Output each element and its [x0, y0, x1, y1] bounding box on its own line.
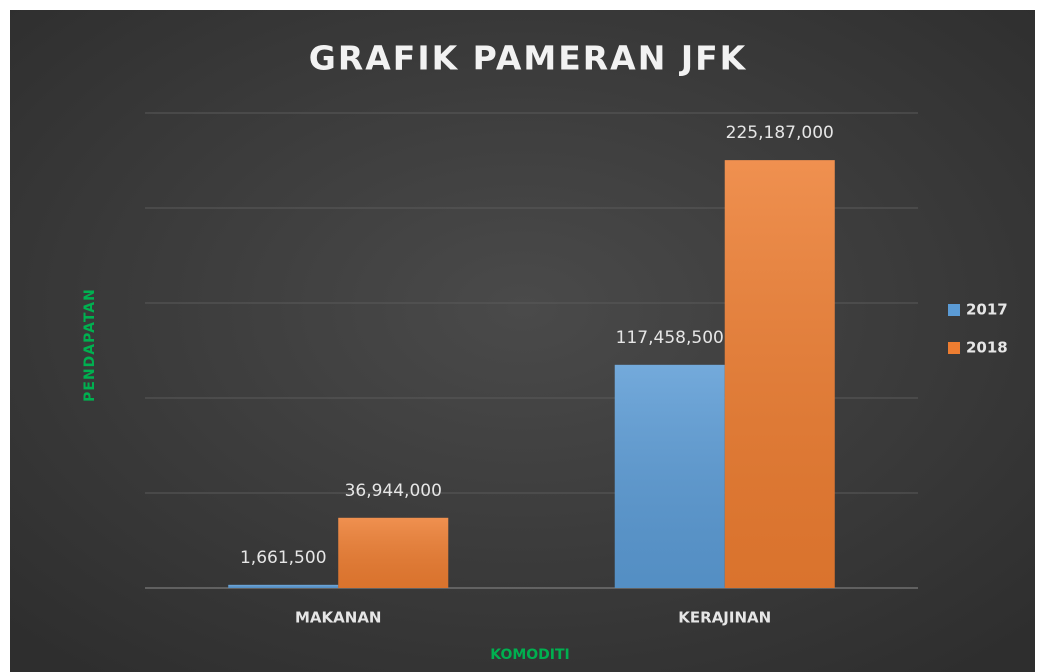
x-tick-label: KERAJINAN: [678, 609, 771, 627]
legend-swatch: [948, 304, 960, 316]
bar-shade: [338, 517, 449, 588]
data-label: 225,187,000: [726, 123, 834, 143]
legend-swatch: [948, 342, 960, 354]
legend-label: 2018: [966, 339, 1008, 357]
x-tick-label: MAKANAN: [295, 609, 381, 627]
chart-title: GRAFIK PAMERAN JFK: [309, 39, 747, 78]
bar-shade: [614, 364, 725, 588]
bar-shade: [724, 160, 835, 588]
legend-label: 2017: [966, 301, 1008, 319]
y-axis-label: PENDAPATAN: [82, 288, 98, 402]
x-axis-label: KOMODITI: [490, 647, 570, 663]
data-label: 36,944,000: [345, 481, 442, 501]
data-label: 117,458,500: [616, 328, 724, 348]
chart-background: [10, 10, 1035, 672]
bar-shade: [228, 584, 339, 588]
data-label: 1,661,500: [240, 548, 327, 568]
